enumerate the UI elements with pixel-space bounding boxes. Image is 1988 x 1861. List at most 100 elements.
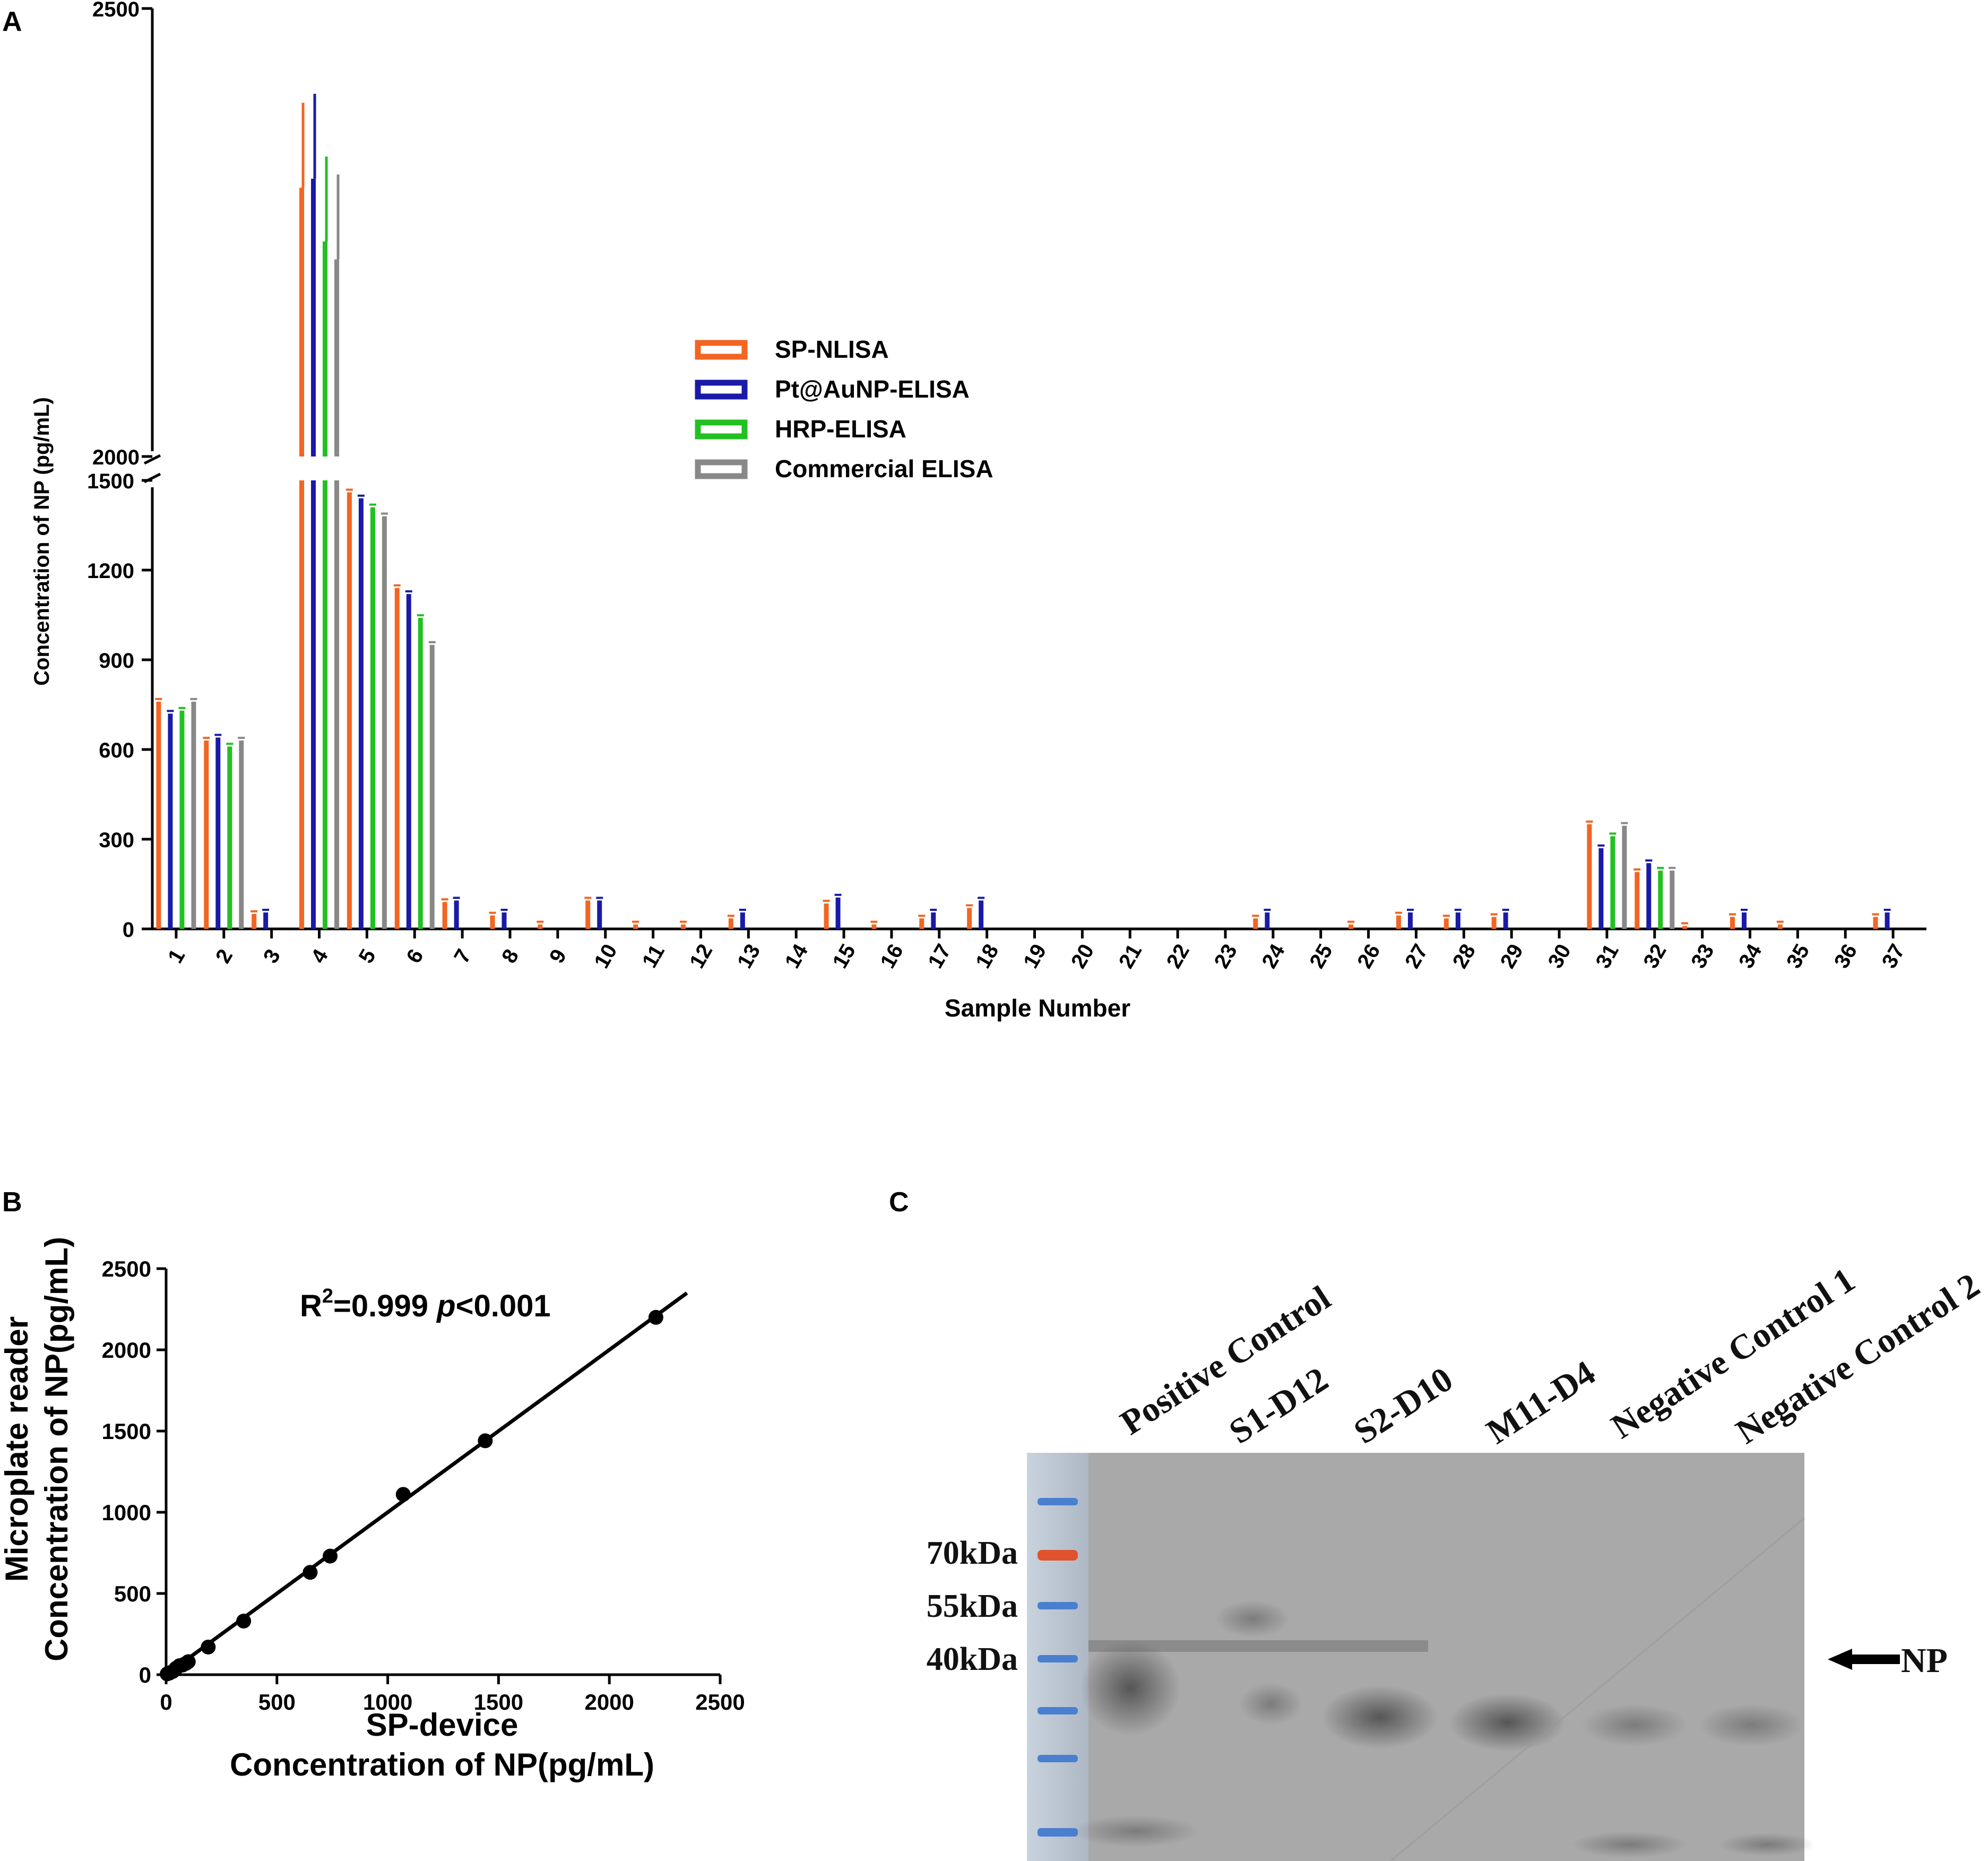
np-band	[1088, 1640, 1428, 1652]
panel-a-x-tick-label: 13	[733, 940, 765, 972]
panel-a-x-tick-label: 30	[1544, 940, 1576, 972]
blot-smudge	[1215, 1600, 1290, 1638]
legend-item-commercial-elisa: Commercial ELISA	[695, 455, 993, 483]
panel-a-bar	[1622, 825, 1627, 929]
ladder-band	[1038, 1828, 1078, 1837]
panel-b-y-axis-label-line2: Concentration of NP(pg/mL)	[39, 1237, 74, 1661]
blot-signal	[1072, 1517, 1815, 1861]
panel-a-x-tick-label: 26	[1353, 940, 1385, 972]
panel-a-x-tick-label: 32	[1639, 940, 1671, 972]
panel-a-bar	[156, 701, 161, 929]
panel-a-x-tick-label: 29	[1496, 940, 1528, 972]
panel-a-bar	[835, 897, 841, 929]
panel-a-bar	[967, 908, 972, 929]
panel-b-r2-annotation: R2=0.999 p<0.001	[300, 1285, 551, 1323]
panel-a-bar	[1873, 917, 1878, 929]
legend-swatch-hrp-elisa	[695, 419, 748, 440]
panel-a-bar	[824, 903, 829, 929]
panel-a-bar	[633, 924, 638, 929]
panel-a-bar	[1265, 912, 1270, 929]
panel-a-bar	[1730, 917, 1735, 929]
legend-item-hrp-elisa: HRP-ELISA	[695, 415, 906, 443]
panel-b-x-axis-label-line1: SP-device	[366, 1707, 518, 1743]
panel-a-bar	[1670, 871, 1675, 929]
panel-a-bar	[204, 740, 209, 929]
panel-a-bar	[1646, 863, 1652, 929]
panel-b-y-tick-label: 1000	[102, 1500, 151, 1525]
panel-a-x-tick-label: 31	[1591, 940, 1623, 972]
panel-a-x-tick-label: 7	[450, 945, 476, 967]
panel-a-bar-upper	[299, 187, 305, 456]
panel-a-x-tick-label: 22	[1162, 940, 1194, 972]
panel-a-x-tick-label: 9	[545, 945, 571, 967]
panel-b-y-tick-label: 500	[114, 1581, 151, 1606]
panel-a-x-tick-label: 37	[1878, 940, 1909, 972]
panel-a-x-tick-label: 25	[1305, 940, 1337, 972]
panel-a-x-tick-label: 14	[781, 940, 813, 972]
legend-item-sp-nlisa: SP-NLISA	[695, 335, 889, 363]
marker-label-55kda: 55kDa	[927, 1588, 1018, 1624]
panel-a-bar	[502, 912, 507, 929]
panel-a-bar	[1349, 924, 1354, 929]
panel-b-point	[302, 1565, 318, 1580]
panel-a-legend: SP-NLISA Pt@AuNP-ELISA HRP-ELISA Commerc…	[695, 335, 993, 483]
panel-a-bar	[168, 713, 173, 929]
panel-a-bar	[191, 701, 196, 929]
panel-a-y-tick-label: 2000	[92, 446, 140, 469]
panel-a-bar	[429, 644, 435, 929]
panel-a-x-tick-label: 24	[1257, 940, 1290, 972]
panel-a-x-tick-label: 20	[1067, 940, 1099, 972]
legend-label-sp-nlisa: SP-NLISA	[775, 335, 889, 363]
marker-label-70kda: 70kDa	[927, 1535, 1018, 1571]
panel-a-y-tick-label: 300	[99, 829, 134, 852]
legend-label-pt-elisa: Pt@AuNP-ELISA	[775, 375, 970, 403]
panel-a-bar	[334, 480, 340, 929]
ladder-band	[1038, 1755, 1078, 1762]
panel-a-bar	[1658, 871, 1663, 929]
panel-a-bar	[1885, 912, 1890, 929]
panel-c-western-blot: C Positive Control S1-D12 S2-D10 M11-D4 …	[889, 1187, 1986, 1861]
panel-b-point	[395, 1487, 411, 1502]
panel-a-bar	[740, 912, 745, 929]
panel-b-y-tick-label: 2500	[102, 1256, 151, 1281]
panel-a-bar	[215, 737, 221, 929]
panel-a-bar	[263, 912, 269, 929]
panel-a-x-tick-label: 8	[497, 945, 523, 967]
panel-b-x-tick-label: 2500	[695, 1690, 745, 1714]
panel-a-bar	[728, 918, 733, 929]
panel-b-y-tick-label: 2000	[102, 1338, 151, 1363]
panel-a-x-tick-label: 15	[828, 940, 860, 972]
lane-label-s2-d10: S2-D10	[1347, 1360, 1459, 1452]
panel-a-bar	[979, 900, 984, 929]
panel-a-bar	[1610, 836, 1615, 929]
panel-b-x-tick-label: 500	[258, 1690, 296, 1714]
panel-a-bar	[919, 918, 924, 929]
panel-a-bar	[311, 480, 316, 929]
panel-a-x-tick-label: 21	[1114, 940, 1146, 972]
panel-a-x-tick-label: 2	[211, 945, 237, 967]
panel-b-y-tick-label: 0	[139, 1662, 151, 1687]
panel-a-bar-upper	[323, 241, 328, 456]
panel-b-point	[236, 1614, 252, 1629]
panel-a-bar	[1396, 915, 1401, 929]
blot-smudge	[1571, 1831, 1688, 1858]
panel-a-bar	[1682, 926, 1688, 929]
panel-a-x-tick-label: 5	[355, 945, 381, 967]
panel-a-bar	[382, 516, 387, 929]
blot-smudge	[1449, 1693, 1566, 1752]
panel-a-y-tick-label: 2500	[92, 0, 140, 21]
panel-a-bar	[490, 915, 495, 929]
blot-smudge	[1698, 1704, 1804, 1746]
panel-b-x-tick-label: 2000	[584, 1690, 634, 1714]
blot-smudge	[1072, 1815, 1199, 1847]
ladder-band-55kda	[1038, 1602, 1078, 1609]
panel-a-axis-break-mark	[143, 454, 161, 465]
panel-a-bar	[538, 924, 543, 929]
panel-a-bar	[418, 618, 423, 929]
panel-a-y-tick-label: 600	[99, 739, 134, 762]
panel-a-bar	[1503, 912, 1508, 929]
panel-a-bar	[179, 710, 185, 929]
panel-b-letter: B	[2, 1187, 22, 1218]
ladder-band	[1038, 1498, 1078, 1505]
